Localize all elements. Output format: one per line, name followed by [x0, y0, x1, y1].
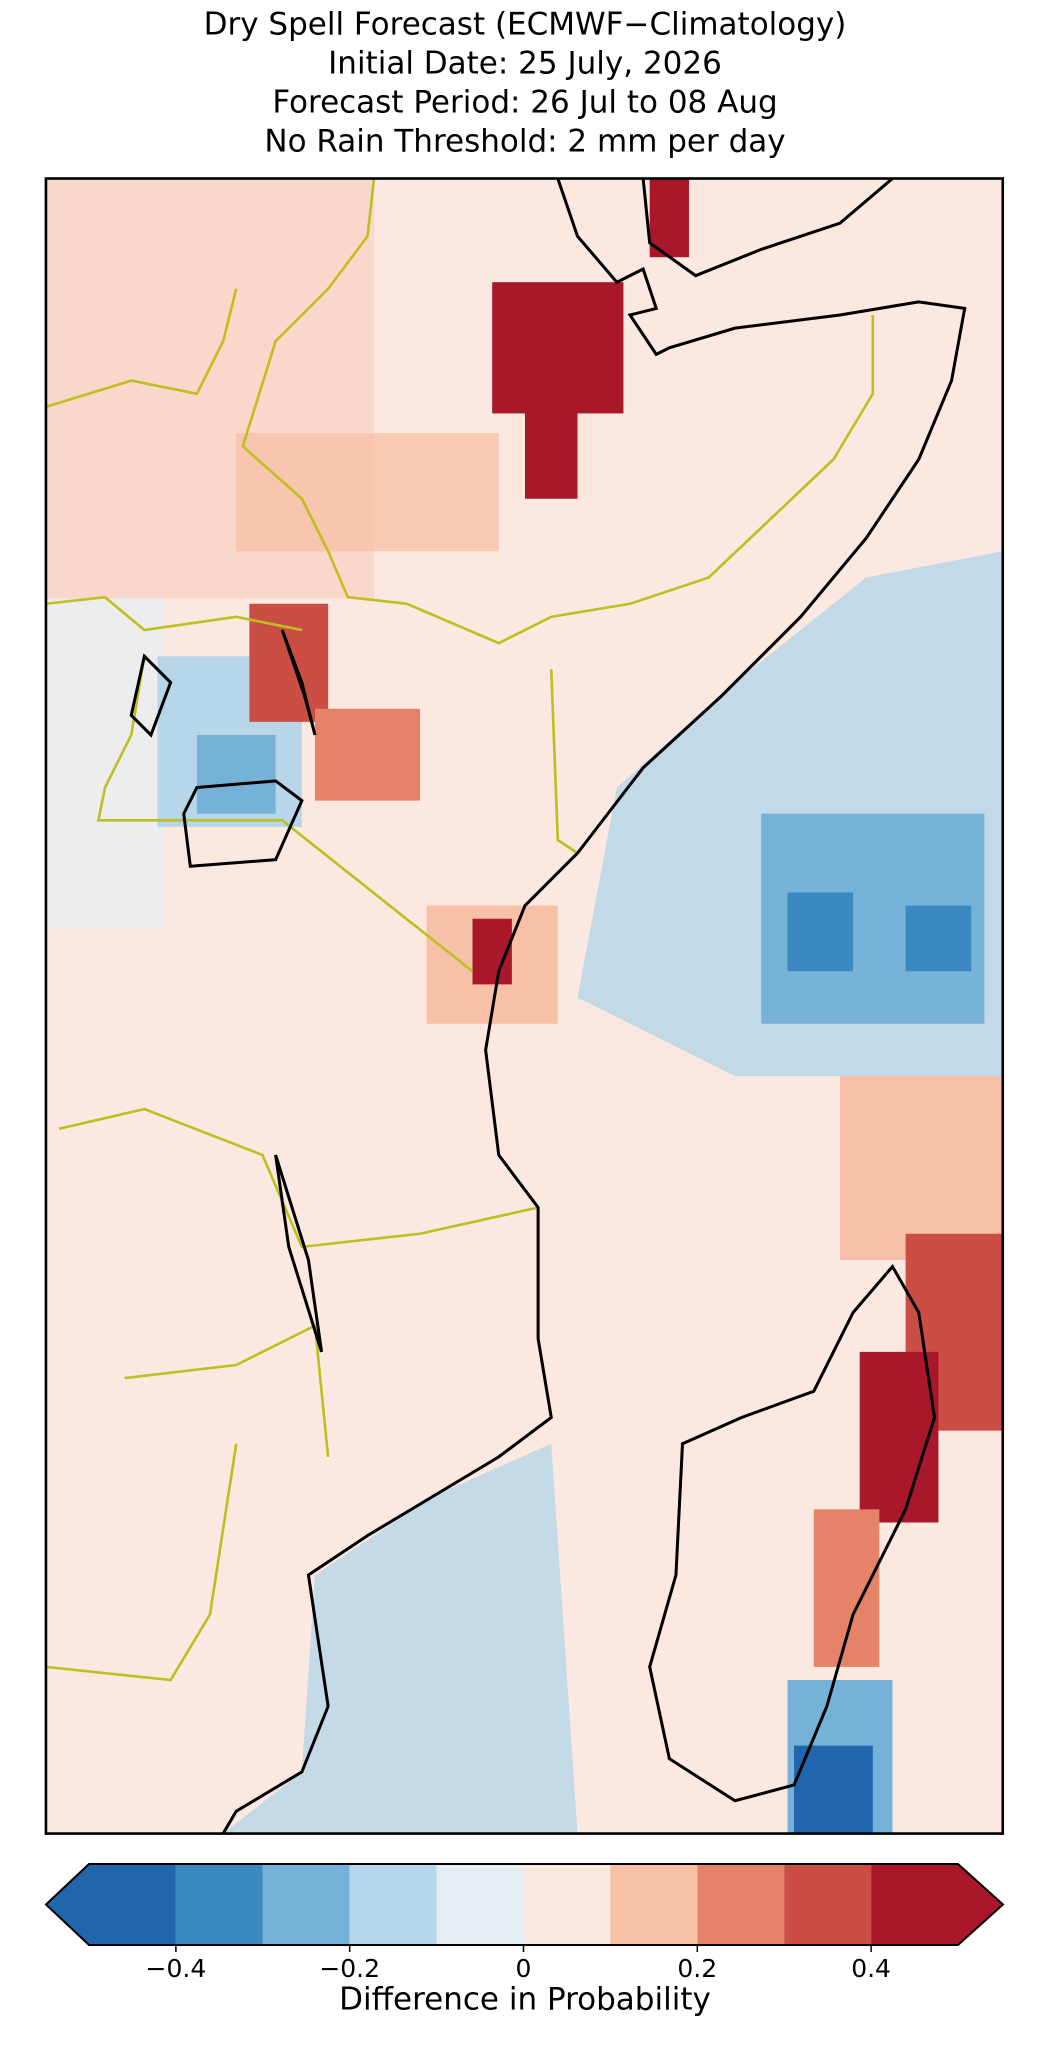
field [45, 178, 1003, 1834]
color-segment [610, 1864, 698, 1945]
borders [45, 178, 875, 1682]
color-segment [349, 1864, 437, 1945]
color-segment [871, 1864, 958, 1945]
map [44, 177, 1005, 1835]
color-segment [175, 1864, 263, 1945]
title-block: Dry Spell Forecast (ECMWF−Climatology)In… [204, 7, 847, 160]
color-segment [262, 1864, 350, 1945]
chart-title: Initial Date: 25 July, 2026 [328, 46, 722, 82]
colorbar-outline [44, 1863, 1005, 1946]
tick-label: 0.2 [677, 1954, 717, 1983]
tick-label: −0.4 [146, 1954, 207, 1983]
map-frame [44, 177, 1005, 1835]
color-segment [697, 1864, 785, 1945]
colorbar: −0.4 −0.2 0 0.2 0.4 Difference in Probability [44, 1863, 1005, 2018]
chart-title: Dry Spell Forecast (ECMWF−Climatology) [204, 7, 847, 43]
chart-title: Forecast Period: 26 Jul to 08 Aug [272, 85, 777, 121]
color-segment [523, 1864, 611, 1945]
extend-low [46, 1864, 89, 1945]
chart-title: No Rain Threshold: 2 mm per day [264, 124, 785, 160]
color-segment [89, 1864, 176, 1945]
tick-label: 0 [516, 1954, 532, 1983]
color-segment [784, 1864, 872, 1945]
coastlines [129, 178, 967, 1834]
color-segment [436, 1864, 524, 1945]
colorbar-label: Difference in Probability [339, 1982, 711, 2018]
extend-high [958, 1864, 1003, 1945]
tick-label: 0.4 [851, 1954, 891, 1983]
tick-label: −0.2 [319, 1954, 380, 1983]
